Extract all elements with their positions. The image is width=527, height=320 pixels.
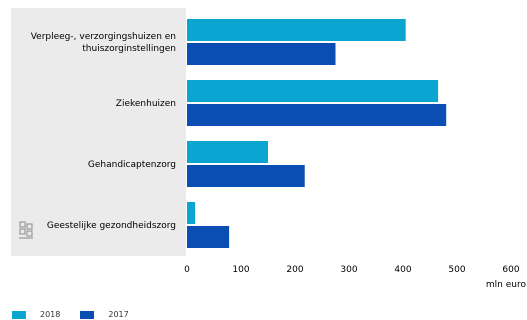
- category-label-3: Geestelijke gezondheidszorg: [47, 221, 176, 231]
- bars-group: [187, 19, 447, 248]
- cbs-logo-icon: [19, 221, 33, 239]
- bar-2018-0: [187, 19, 406, 41]
- bar-2017-0: [187, 43, 336, 65]
- x-tick-label-0: 0: [184, 265, 190, 275]
- category-label-0-line-0: Verpleeg-, verzorgingshuizen en: [31, 32, 176, 42]
- x-tick-label-600: 600: [502, 265, 519, 275]
- category-labels: Verpleeg-, verzorgingshuizen en thuiszorg…: [31, 32, 176, 231]
- bar-2017-3: [187, 226, 230, 248]
- bar-2018-2: [187, 141, 268, 163]
- x-tick-label-500: 500: [448, 265, 465, 275]
- category-label-0-line-1: thuiszorginstellingen: [82, 44, 176, 54]
- bar-2017-2: [187, 165, 305, 187]
- legend: 2018 2017: [12, 309, 149, 320]
- legend-label-2018: 2018: [40, 310, 61, 319]
- bar-2018-1: [187, 80, 439, 102]
- legend-item-2018: 2018: [12, 310, 60, 319]
- x-tick-label-400: 400: [394, 265, 411, 275]
- bar-2018-3: [187, 202, 196, 224]
- legend-swatch-2018: [12, 310, 26, 319]
- x-tick-label-200: 200: [286, 265, 303, 275]
- legend-item-2017: 2017: [80, 310, 129, 319]
- x-axis-unit-label: mln euro: [486, 280, 527, 290]
- x-tick-label-300: 300: [340, 265, 357, 275]
- x-tick-label-100: 100: [232, 265, 249, 275]
- category-label-2: Gehandicaptenzorg: [88, 160, 176, 170]
- category-label-1: Ziekenhuizen: [116, 99, 176, 109]
- legend-swatch-2017: [80, 310, 95, 319]
- legend-label-2017: 2017: [108, 310, 129, 319]
- x-tick-labels: 0 100 200 300 400 500 600: [184, 265, 520, 275]
- label-panel: [11, 8, 186, 256]
- bar-2017-1: [187, 104, 447, 126]
